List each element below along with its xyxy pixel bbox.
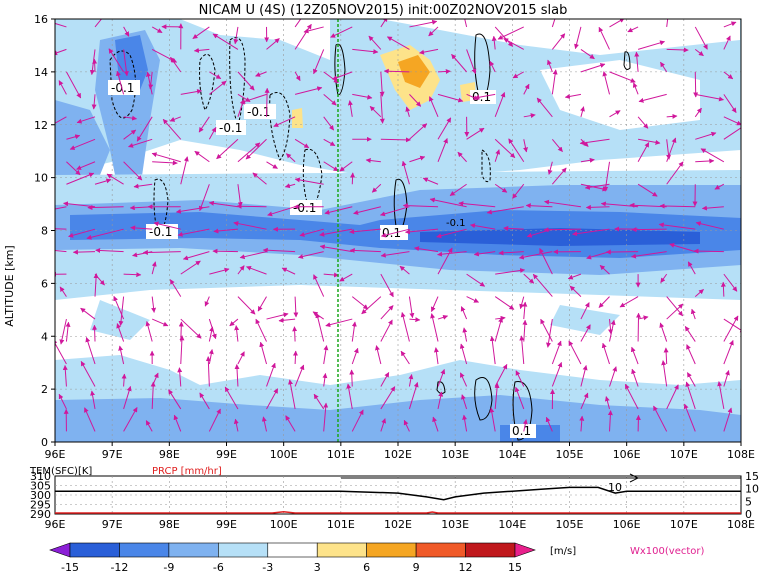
wind-vector	[352, 370, 353, 387]
colorbar-segment	[416, 543, 465, 557]
inset-x-tick-label: 105E	[556, 518, 584, 531]
wind-vector	[94, 59, 95, 72]
inset-right-tick-label: 10	[745, 483, 759, 496]
contour-label: 0.1	[512, 424, 531, 438]
colorbar-label: -9	[163, 561, 174, 574]
colorbar-unit: [m/s]	[550, 546, 576, 557]
inset-x-tick-label: 107E	[670, 518, 698, 531]
contour-label: -0.1	[293, 201, 316, 215]
y-tick-label: 12	[34, 119, 48, 132]
y-tick-label: 16	[34, 13, 48, 26]
colorbar-label: 3	[314, 561, 321, 574]
colorbar: -15 -12 -9 -6 -3 3 6 9 12 15	[50, 543, 535, 574]
x-tick-label: 102E	[384, 448, 412, 461]
vector-label: Wx100(vector)	[630, 546, 705, 557]
inset-x-tick-label: 98E	[159, 518, 180, 531]
y-tick-label: 14	[34, 66, 48, 79]
contour-label: -0.1	[219, 121, 242, 135]
colorbar-segment	[169, 543, 218, 557]
x-tick-label: 100E	[270, 448, 298, 461]
inset-x-tick-label: 99E	[216, 518, 237, 531]
wind-vector	[381, 139, 411, 140]
x-tick-label: 99E	[216, 448, 237, 461]
colorbar-label: 9	[413, 561, 420, 574]
x-tick-label: 108E	[727, 448, 755, 461]
x-tick-label: 103E	[441, 448, 469, 461]
inset-x-tick-label: 108E	[727, 518, 755, 531]
inset-x-tick-label: 103E	[441, 518, 469, 531]
x-tick-label: 96E	[45, 448, 66, 461]
inset-x-tick-label: 97E	[102, 518, 123, 531]
x-tick-label: 101E	[327, 448, 355, 461]
main-y-ticks: 0 2 4 6 8 10 12 14 16	[34, 13, 55, 449]
y-tick-label: 10	[34, 172, 48, 185]
wind-vector	[94, 325, 95, 341]
colorbar-label: 6	[363, 561, 370, 574]
main-x-ticks: 96E 97E 98E 99E 100E 101E 102E 103E 104E 105E 106E…	[45, 442, 755, 461]
x-tick-label: 98E	[159, 448, 180, 461]
colorbar-label: 15	[508, 561, 522, 574]
wind-vector	[73, 252, 95, 253]
colorbar-label: -12	[110, 561, 128, 574]
wind-vector	[723, 282, 724, 296]
y-tick-label: 2	[41, 383, 48, 396]
wind-vector	[667, 49, 689, 50]
y-axis-label: ALTITUDE [km]	[3, 245, 16, 326]
contour-label: -0.1	[149, 225, 172, 239]
inset-x-tick-label: 96E	[45, 518, 66, 531]
contour-label: -0.1	[446, 218, 466, 229]
x-tick-label: 104E	[498, 448, 526, 461]
x-tick-label: 107E	[670, 448, 698, 461]
wind-vector	[267, 88, 268, 116]
contour-label: 0.1	[382, 226, 401, 240]
wind-vector	[294, 327, 295, 342]
inset-x-tick-label: 100E	[270, 518, 298, 531]
colorbar-segment	[218, 543, 267, 557]
colorbar-label: -6	[213, 561, 224, 574]
colorbar-label: -15	[61, 561, 79, 574]
wind-vector	[181, 322, 182, 342]
x-tick-label: 97E	[102, 448, 123, 461]
x-tick-label: 105E	[556, 448, 584, 461]
inset-x-tick-label: 104E	[498, 518, 526, 531]
y-tick-label: 4	[41, 330, 48, 343]
x-tick-label: 106E	[613, 448, 641, 461]
colorbar-label: -3	[262, 561, 273, 574]
wind-vector	[295, 351, 296, 364]
chart-title: NICAM U (4S) (12Z05NOV2015) init:00Z02NO…	[199, 3, 568, 18]
wind-vector	[544, 229, 581, 230]
inset-right-tick-label: 5	[745, 495, 752, 508]
inset-x-tick-label: 102E	[384, 518, 412, 531]
wind-vector	[694, 251, 724, 252]
wind-vector	[213, 251, 238, 252]
colorbar-label: 12	[459, 561, 473, 574]
y-tick-label: 8	[41, 225, 48, 238]
y-tick-label: 0	[41, 436, 48, 449]
wind-vector	[438, 71, 450, 72]
colorbar-segment	[466, 543, 515, 557]
inset-x-tick-label: 106E	[613, 518, 641, 531]
colorbar-segment	[268, 543, 317, 557]
colorbar-under	[50, 543, 70, 557]
inset-inline-label: 10	[608, 481, 622, 494]
inset-x-tick-label: 101E	[327, 518, 355, 531]
prcp-label: PRCP [mm/hr]	[152, 466, 222, 477]
colorbar-segment	[70, 543, 119, 557]
colorbar-over	[515, 543, 535, 557]
inset-x-ticks: 96E 97E 98E 99E 100E 101E 102E 103E 104E 105E 106E…	[45, 518, 755, 531]
y-tick-label: 6	[41, 277, 48, 290]
colorbar-segment	[367, 543, 416, 557]
colorbar-segment	[119, 543, 168, 557]
wind-vector	[352, 173, 353, 184]
inset-right-tick-label: 15	[745, 470, 759, 483]
colorbar-segment	[317, 543, 366, 557]
